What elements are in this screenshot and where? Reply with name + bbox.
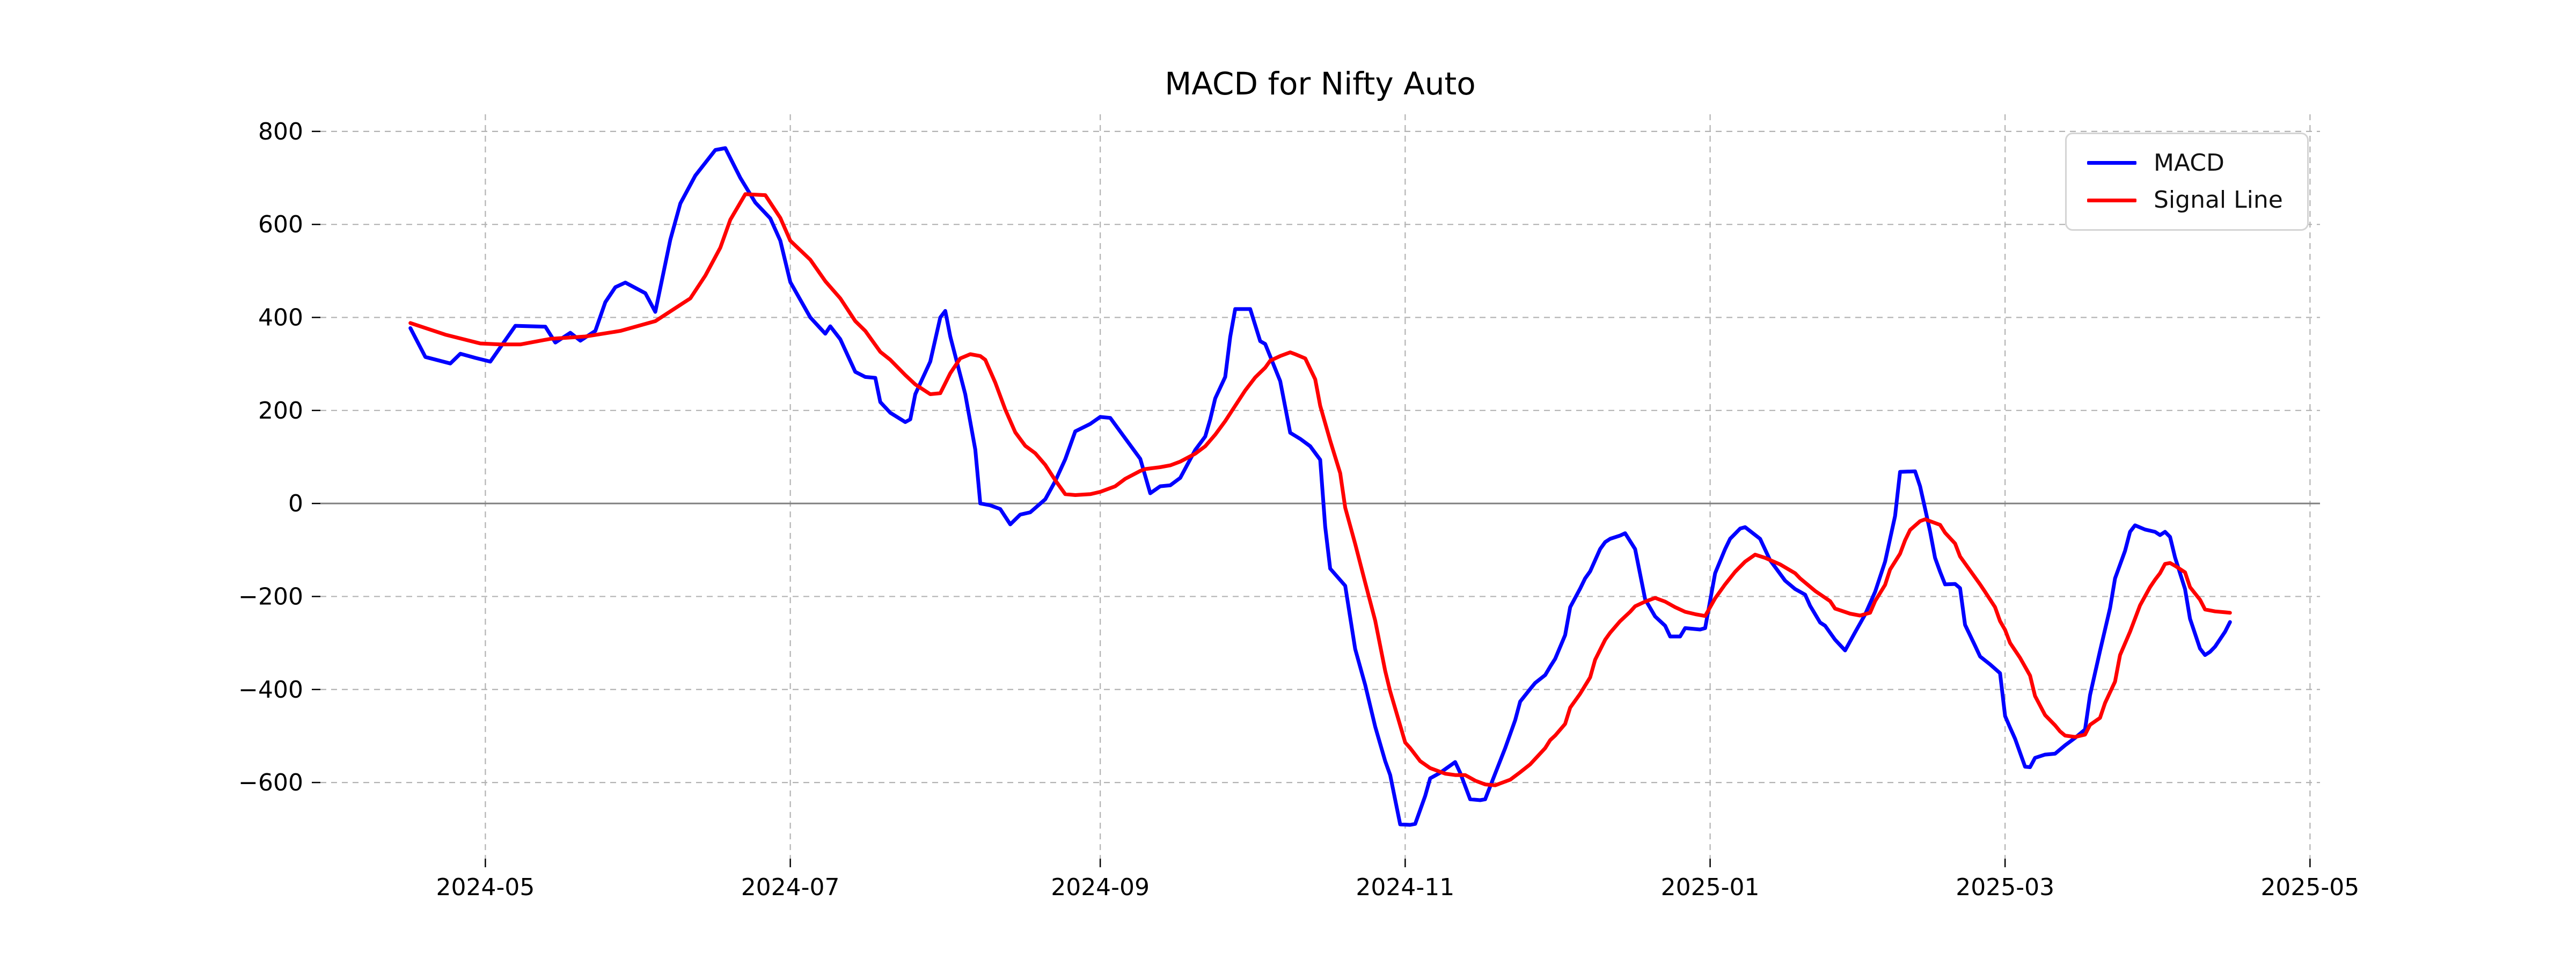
- macd-line-swatch: [2087, 161, 2136, 165]
- x-tick-label: 2024-05: [436, 874, 535, 901]
- x-tick-label: 2024-11: [1356, 874, 1454, 901]
- legend-box: MACD Signal Line: [2065, 133, 2309, 231]
- y-tick-label: 400: [258, 304, 303, 331]
- x-tick-label: 2025-03: [1956, 874, 2054, 901]
- legend-item-macd: MACD: [2087, 151, 2307, 175]
- legend-item-signal: Signal Line: [2087, 188, 2307, 212]
- legend-label-macd: MACD: [2154, 149, 2224, 177]
- y-tick-label: 600: [258, 211, 303, 238]
- macd-line: [408, 146, 2232, 827]
- y-tick-label: 800: [258, 118, 303, 145]
- x-tick-label: 2025-05: [2260, 874, 2359, 901]
- y-tick-label: 200: [258, 397, 303, 425]
- x-tick-label: 2025-01: [1661, 874, 1760, 901]
- signal-line-line: [408, 192, 2232, 787]
- y-tick-label: −600: [238, 769, 303, 796]
- chart-title: MACD for Nifty Auto: [1165, 65, 1476, 102]
- y-tick-label: −400: [238, 676, 303, 704]
- x-tick-label: 2024-09: [1051, 874, 1150, 901]
- y-tick-label: 0: [288, 490, 303, 517]
- y-tick-label: −200: [238, 583, 303, 610]
- x-tick-label: 2024-07: [741, 874, 840, 901]
- legend-label-signal: Signal Line: [2154, 186, 2283, 214]
- signal-line-swatch: [2087, 198, 2136, 202]
